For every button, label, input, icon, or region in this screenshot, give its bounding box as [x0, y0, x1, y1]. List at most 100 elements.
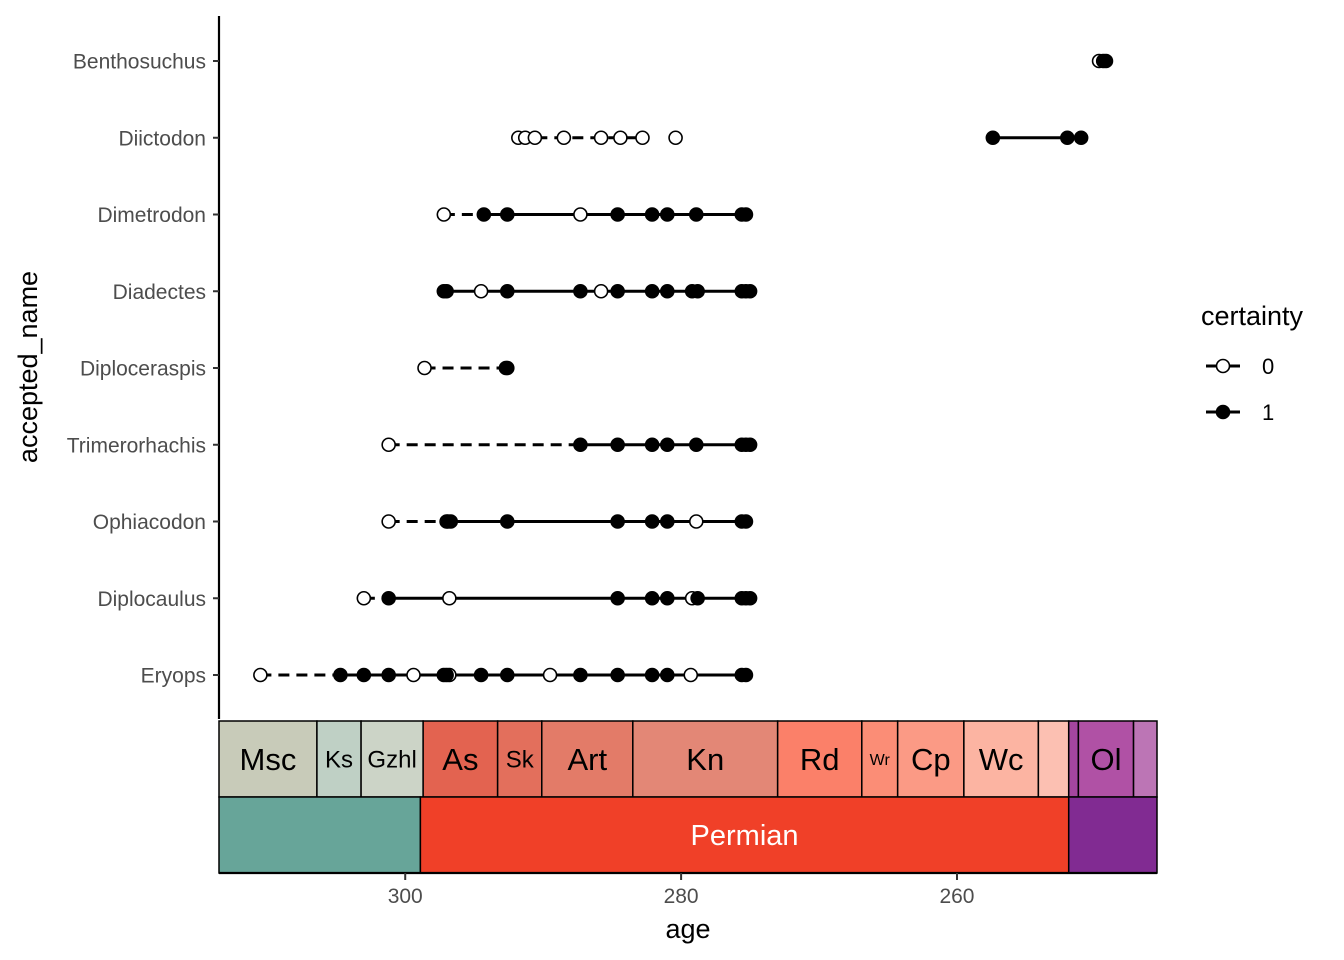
- x-tick-label: 280: [664, 885, 699, 908]
- stage-label: Msc: [240, 742, 297, 777]
- occurrence-point-uncertain: [556, 130, 572, 146]
- occurrence-point-certain: [439, 283, 454, 299]
- occurrence-point-certain: [688, 437, 704, 453]
- y-tick-label: Dimetrodon: [97, 204, 206, 227]
- stage-label: Wr: [870, 752, 891, 769]
- x-tick-label: 260: [939, 885, 974, 908]
- occurrence-point-uncertain: [542, 667, 558, 683]
- occurrence-point-certain: [499, 283, 515, 299]
- stage-box: [1077, 720, 1135, 798]
- occurrence-point-certain: [660, 283, 675, 299]
- legend-key-0-point: [1215, 358, 1231, 374]
- occurrence-point-certain: [688, 207, 704, 222]
- occurrence-point-certain: [644, 437, 660, 453]
- taxon-row: [253, 667, 754, 683]
- occurrence-point-certain: [476, 207, 492, 222]
- occurrence-point-uncertain: [442, 590, 457, 606]
- stage-box: [316, 720, 362, 798]
- stage-box: [1132, 720, 1158, 798]
- taxon-row: [381, 514, 754, 529]
- occurrence-point-certain: [660, 514, 675, 529]
- stage-label: Rd: [800, 742, 840, 777]
- occurrence-point-certain: [610, 667, 625, 683]
- occurrence-point-certain: [356, 667, 372, 683]
- period-label: Permian: [691, 820, 799, 852]
- legend-label-0: 0: [1262, 354, 1274, 379]
- period-box: [1067, 796, 1158, 874]
- occurrence-point-certain: [742, 437, 758, 453]
- stage-label: Sk: [506, 747, 535, 774]
- occurrence-point-uncertain: [417, 360, 432, 376]
- occurrence-point-certain: [573, 283, 588, 299]
- occurrence-point-certain: [439, 667, 454, 683]
- occurrence-point-certain: [660, 667, 675, 683]
- legend-key-1-point: [1215, 404, 1231, 420]
- occurrence-point-uncertain: [683, 667, 699, 683]
- occurrence-point-certain: [610, 514, 625, 529]
- x-axis: 300 280 260: [219, 871, 1157, 908]
- occurrence-point-uncertain: [381, 437, 396, 453]
- occurrence-point-certain: [610, 283, 625, 299]
- y-tick-label: Diictodon: [118, 127, 206, 150]
- stage-label: Cp: [911, 742, 951, 777]
- stage-box: [496, 720, 543, 798]
- occurrence-point-certain: [742, 590, 758, 606]
- occurrence-point-certain: [1060, 130, 1075, 146]
- occurrence-point-certain: [1098, 53, 1114, 69]
- occurrence-point-certain: [644, 590, 660, 606]
- y-tick-label: Benthosuchus: [73, 51, 206, 74]
- stage-label: As: [442, 742, 478, 777]
- occurrence-point-certain: [381, 590, 396, 606]
- taxon-row: [436, 283, 758, 299]
- stage-box: [360, 720, 424, 798]
- occurrence-point-uncertain: [635, 130, 650, 146]
- taxon-row: [511, 130, 1089, 146]
- occurrence-point-uncertain: [688, 514, 704, 529]
- occurrence-point-certain: [738, 207, 754, 222]
- x-tick-label: 300: [388, 885, 423, 908]
- stage-box: [632, 720, 779, 798]
- occurrence-point-certain: [499, 207, 515, 222]
- occurrence-point-certain: [381, 667, 396, 683]
- stage-label: Art: [567, 742, 607, 777]
- x-axis-title: age: [665, 914, 710, 944]
- taxon-row: [1091, 53, 1114, 69]
- occurrence-point-certain: [738, 514, 754, 529]
- occurrence-point-certain: [1073, 130, 1089, 146]
- stage-box: [776, 720, 863, 798]
- occurrence-point-uncertain: [613, 130, 628, 146]
- y-tick-label: Diplocaulus: [97, 588, 206, 611]
- occurrence-point-certain: [333, 667, 348, 683]
- legend-label-1: 1: [1262, 400, 1274, 425]
- stage-box: [963, 720, 1040, 798]
- occurrence-point-certain: [985, 130, 1001, 146]
- occurrence-point-uncertain: [668, 130, 683, 146]
- occurrence-point-uncertain: [573, 207, 588, 222]
- taxon-row: [436, 207, 754, 222]
- occurrence-point-certain: [644, 667, 660, 683]
- occurrence-point-certain: [690, 590, 705, 606]
- occurrence-point-uncertain: [406, 667, 421, 683]
- occurrence-point-uncertain: [436, 207, 452, 222]
- occurrence-point-certain: [499, 667, 515, 683]
- occurrence-point-certain: [473, 667, 489, 683]
- y-axis-title: accepted_name: [13, 271, 43, 463]
- occurrence-point-uncertain: [593, 283, 609, 299]
- stage-label: Kn: [686, 742, 724, 777]
- stage-box: [1037, 720, 1070, 798]
- stage-label: Ol: [1090, 742, 1121, 777]
- stage-label: Wc: [979, 742, 1024, 777]
- occurrence-point-uncertain: [381, 514, 396, 529]
- occurrence-point-certain: [738, 667, 754, 683]
- occurrence-point-uncertain: [593, 130, 609, 146]
- occurrence-point-certain: [660, 437, 675, 453]
- occurrence-point-uncertain: [253, 667, 268, 683]
- stage-box: [422, 720, 499, 798]
- occurrence-point-certain: [610, 437, 625, 453]
- taxon-row: [356, 590, 758, 606]
- plot-area: [253, 53, 1114, 683]
- stage-box: [1067, 720, 1080, 798]
- occurrence-point-certain: [644, 283, 660, 299]
- stage-box: [218, 720, 318, 798]
